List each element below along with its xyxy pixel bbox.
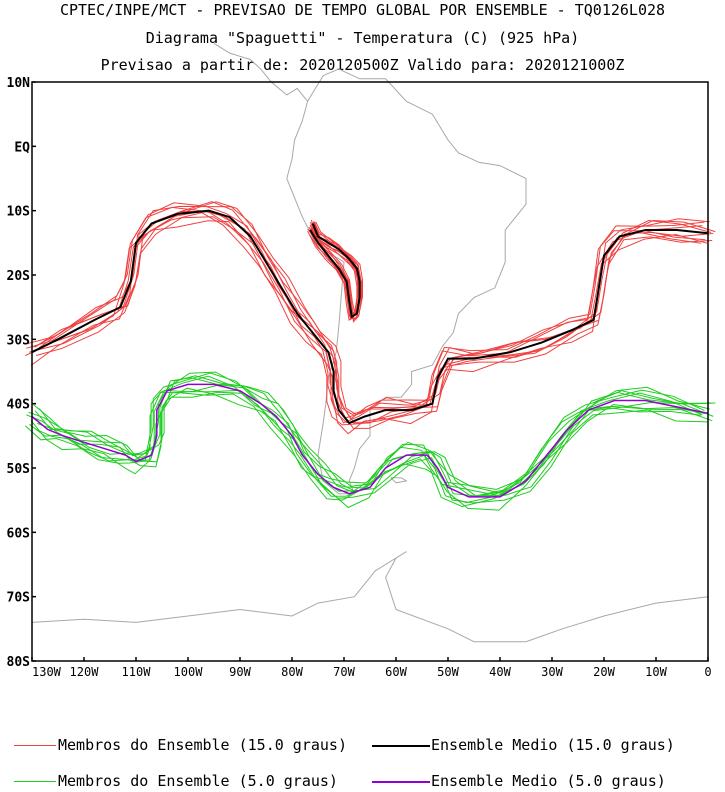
mean-5-line: [31, 383, 709, 498]
coastlines: [31, 42, 709, 643]
lat-label: 80S: [7, 655, 31, 670]
member-5-line: [28, 372, 705, 490]
member-15-line: [24, 212, 702, 426]
lon-label: 80W: [281, 665, 303, 679]
lat-label: 10N: [7, 76, 31, 91]
legend-label-members-5: Membros do Ensemble (5.0 graus): [58, 772, 338, 790]
chart-title: CPTEC/INPE/MCT - PREVISAO DE TEMPO GLOBA…: [59, 1, 666, 19]
lat-label: 60S: [7, 526, 31, 541]
lon-label: 20W: [593, 665, 615, 679]
lon-label: 90W: [229, 665, 251, 679]
member-5-line: [35, 391, 713, 504]
coastline-antarctica: [31, 551, 709, 643]
lat-label: 10S: [7, 205, 31, 220]
lon-label: 30W: [541, 665, 563, 679]
member-15-line: [26, 206, 703, 424]
legend-label-mean-5: Ensemble Medio (5.0 graus): [431, 772, 666, 790]
legend-swatch-mean-5: [372, 781, 430, 783]
member-5-line: [26, 375, 703, 496]
lat-label: 20S: [7, 269, 31, 284]
lon-label: 50W: [437, 665, 459, 679]
legend-swatch-members-5: [14, 781, 56, 782]
coastline-central_america: [213, 42, 308, 102]
member-5-line: [37, 384, 714, 497]
mean-15-line: [31, 209, 709, 425]
member-5-line: [33, 371, 710, 494]
coastline-falklands: [390, 477, 408, 484]
lon-label: 130W: [32, 665, 62, 679]
lon-label: 120W: [70, 665, 100, 679]
legend-label-members-15: Membros do Ensemble (15.0 graus): [58, 736, 347, 754]
lat-label: EQ: [14, 140, 30, 155]
legend-swatch-mean-15: [372, 745, 430, 747]
chart-subtitle: Diagrama "Spaguetti" - Temperatura (C) (…: [145, 29, 580, 47]
mean-15-andes-line: [309, 223, 361, 319]
legend-label-mean-15: Ensemble Medio (15.0 graus): [431, 736, 675, 754]
forecast-dates: Previsao a partir de: 2020120500Z Valido…: [100, 56, 625, 74]
legend-swatch-members-15: [14, 745, 56, 746]
lat-label: 50S: [7, 462, 31, 477]
lon-label: 110W: [122, 665, 152, 679]
lon-label: 100W: [174, 665, 204, 679]
member-15-andes-line: [311, 224, 362, 323]
contours: [24, 201, 716, 511]
member-5-line: [24, 391, 702, 508]
lat-label: 40S: [7, 398, 31, 413]
lon-label: 60W: [385, 665, 407, 679]
member-15-line: [39, 201, 716, 416]
lat-label: 70S: [7, 591, 31, 606]
lon-label: 40W: [489, 665, 511, 679]
member-15-line: [30, 220, 708, 435]
coastline-south_america: [286, 68, 527, 495]
member-15-andes-line: [307, 224, 358, 322]
map-frame: [31, 81, 709, 662]
member-15-line: [33, 205, 710, 420]
member-15-line: [28, 202, 705, 419]
lat-label: 30S: [7, 333, 31, 348]
lon-label: 0: [704, 665, 711, 679]
member-5-line: [30, 387, 708, 511]
lon-label: 70W: [333, 665, 355, 679]
lon-label: 10W: [645, 665, 667, 679]
